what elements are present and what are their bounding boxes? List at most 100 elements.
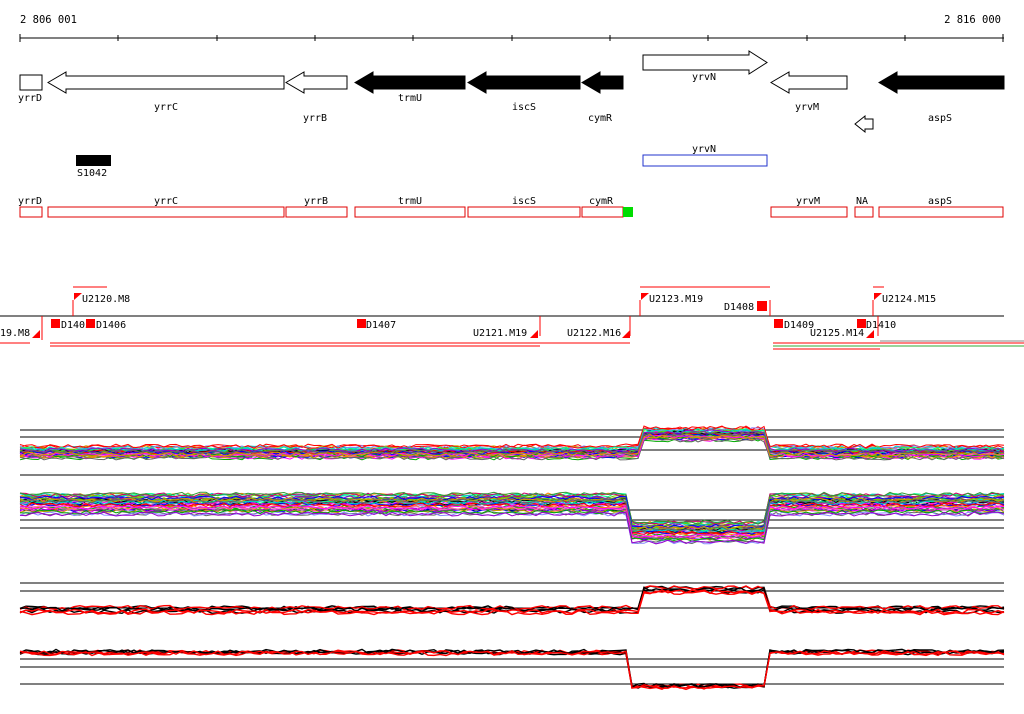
gene-label-yrvN: yrvN [692,72,716,83]
terminator-icon [530,330,538,338]
marker-label-D1410: D1410 [866,320,896,331]
marker-square-icon[interactable] [86,319,95,328]
expression-panel-top [19,425,1005,545]
marker-square-icon[interactable] [757,301,767,311]
gene-cymR[interactable] [581,71,624,94]
average-profile-lines [19,585,1005,691]
segment-yrrC[interactable] [47,206,285,218]
segment-label-yrrC: yrrC [154,196,178,207]
probe-yrvN-box[interactable] [642,154,768,167]
terminator-icon [32,330,40,338]
gene-label-aspS: aspS [928,113,952,124]
terminator-icon [866,330,874,338]
gene-label-yrrC: yrrC [154,102,178,113]
segment-label-NA: NA [856,196,868,207]
segment-trmU[interactable] [354,206,466,218]
profile-line [19,431,1005,454]
feature-S1042[interactable] [76,155,111,166]
tss-flag-icon [74,293,82,300]
segment-label-aspS: aspS [928,196,952,207]
gene-annotation-track: yrrD yrrC yrrB trmU iscS cymR yrvN yrvM … [18,50,1005,134]
segment-iscS[interactable] [467,206,581,218]
ruler-ticks [19,34,1004,42]
marker-label-D1406: D1406 [96,320,126,331]
gene-yrrC[interactable] [47,71,285,94]
marker-square-icon[interactable] [357,319,366,328]
gene-iscS[interactable] [467,71,581,94]
segment-yrrD[interactable] [19,206,43,218]
gene-label-trmU: trmU [398,93,422,104]
transcript-label-U2124[interactable]: U2124.M15 [882,294,936,305]
gene-yrrD[interactable] [19,74,43,91]
profile-line [19,586,1005,613]
coordinate-ruler: 2 806 001 2 816 000 [19,14,1004,42]
tss-flag-icon [874,293,882,300]
gene-yrvM[interactable] [770,71,848,94]
highlight-green-box [623,207,633,217]
segment-track: yrrD yrrC yrrB trmU iscS cymR yrvM NA as… [18,196,1004,218]
transcript-label-U2123[interactable]: U2123.M19 [649,294,703,305]
marker-square-icon[interactable] [51,319,60,328]
feature-track: S1042 yrvN [76,144,768,179]
profile-line [19,504,1005,538]
marker-label-D1409: D1409 [784,320,814,331]
gene-label-yrrD: yrrD [18,93,42,104]
marker-label-D1407: D1407 [366,320,396,331]
profile-line [19,429,1005,453]
gene-yrrB[interactable] [285,71,348,94]
gene-label-yrvM: yrvM [795,102,819,113]
gene-label-yrrB: yrrB [303,113,327,124]
profile-line [19,499,1005,533]
profile-line [19,588,1005,615]
probe-label-yrvN: yrvN [692,144,716,155]
profile-line [19,650,1005,690]
profile-line [19,649,1005,689]
tss-flag-icon [641,293,649,300]
condition-profile-lines [19,425,1005,545]
segment-label-iscS: iscS [512,196,536,207]
segment-label-yrrD: yrrD [18,196,42,207]
profile-line [19,492,1004,526]
gene-trmU[interactable] [354,71,466,94]
segment-yrvM[interactable] [770,206,848,218]
profile-line [19,491,1005,525]
transcript-label-U2121[interactable]: U2121.M19 [473,328,527,339]
profile-line [19,504,1005,538]
segment-yrrB[interactable] [285,206,348,218]
gene-yrvN[interactable] [642,50,768,75]
small-gene-arrow-icon[interactable] [854,114,874,134]
transcript-label-U2125[interactable]: U2125.M14 [810,328,864,339]
profile-line [20,649,1005,689]
marker-label-D1405: D1405 [61,320,91,331]
profile-line [19,495,1005,529]
segment-aspS[interactable] [878,206,1004,218]
marker-square-icon[interactable] [857,319,866,328]
marker-label-D1408: D1408 [724,302,754,313]
profile-line [19,425,1005,449]
profile-line [19,649,1004,689]
profile-line [20,509,1005,543]
profile-line [19,433,1005,457]
expression-panel-bottom [19,582,1005,691]
segment-label-yrvM: yrvM [796,196,820,207]
segment-label-yrrB: yrrB [304,196,328,207]
transcript-label-U2122[interactable]: U2122.M16 [567,328,621,339]
marker-square-icon[interactable] [774,319,783,328]
transcript-label-left-partial[interactable]: 19.M8 [0,328,30,339]
profile-line [19,437,1005,461]
gene-label-cymR: cymR [588,113,613,124]
ruler-end-coordinate: 2 816 000 [944,14,1001,26]
segment-cymR[interactable] [581,206,624,218]
segment-label-trmU: trmU [398,196,422,207]
gene-aspS[interactable] [878,71,1005,94]
profile-line [19,585,1005,611]
gene-label-iscS: iscS [512,102,536,113]
feature-label-S1042: S1042 [77,168,107,179]
transcript-label-U2120[interactable]: U2120.M8 [82,294,130,305]
transcript-track: U2120.M8 U2123.M19 U2124.M15 19.M8 U2121… [0,286,1024,350]
segment-NA[interactable] [854,206,874,218]
profile-line [19,499,1005,533]
segment-label-cymR: cymR [589,196,614,207]
